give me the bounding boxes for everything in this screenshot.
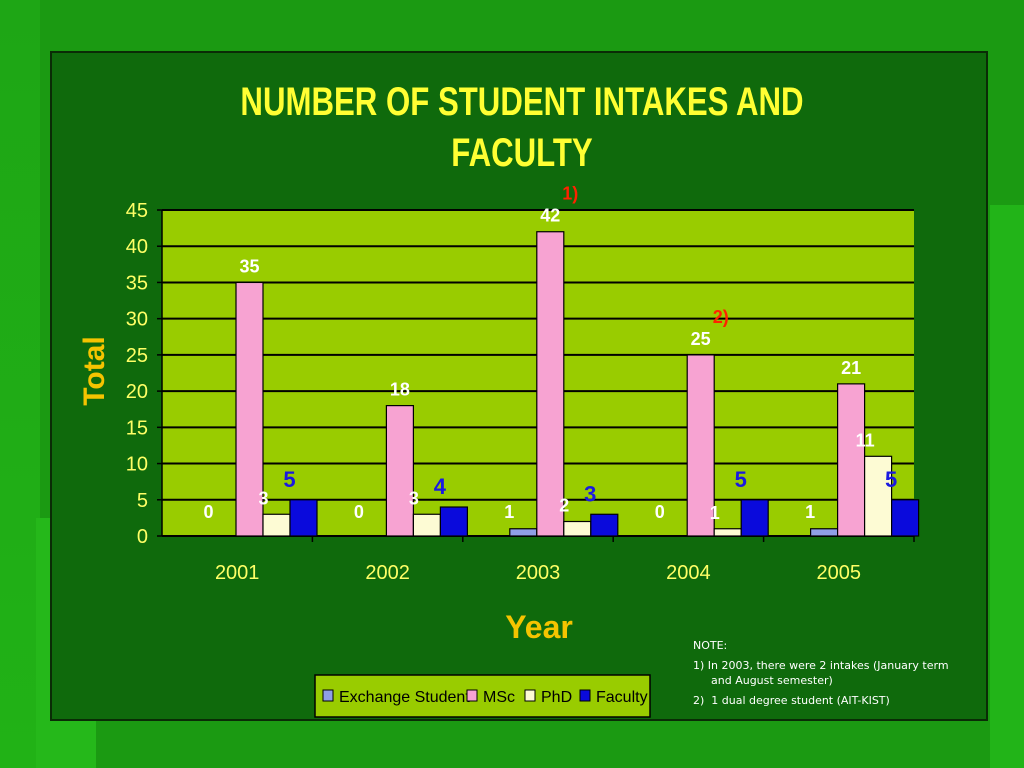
legend-label: Faculty (596, 689, 648, 706)
x-tick-label: 2005 (817, 562, 862, 584)
y-tick-label: 20 (126, 381, 148, 403)
data-label: 21 (841, 358, 861, 378)
data-label: 42 (540, 206, 560, 226)
y-tick-label: 10 (126, 454, 148, 476)
note-item: 2) 1 dual degree student (AIT-KIST) (693, 694, 890, 707)
legend-swatch (466, 689, 478, 702)
bar-faculty (740, 499, 769, 537)
bar-phd (412, 513, 441, 537)
chart-title: NUMBER OF STUDENT INTAKES AND (240, 79, 803, 124)
x-axis-title: Year (505, 609, 573, 645)
x-tick-label: 2002 (365, 562, 410, 584)
legend-swatch (322, 689, 334, 702)
background-stripe (0, 0, 40, 768)
legend-label: MSc (483, 689, 515, 706)
data-label: 4 (434, 474, 447, 499)
background-block (990, 205, 1024, 768)
data-label: 0 (203, 502, 213, 522)
chart-title: FACULTY (451, 130, 593, 175)
y-tick-label: 35 (126, 272, 148, 294)
data-label: 5 (885, 467, 897, 492)
y-tick-label: 5 (137, 490, 148, 512)
bar-faculty (890, 499, 920, 537)
data-label: 1 (710, 503, 720, 523)
data-label: 1 (805, 502, 815, 522)
data-label: 3 (258, 488, 268, 508)
legend-label: Exchange Student (339, 689, 470, 706)
y-tick-label: 15 (126, 417, 148, 439)
bar-msc (536, 231, 565, 537)
bar-phd (713, 528, 742, 537)
data-label: 35 (239, 256, 259, 276)
legend-label: PhD (541, 689, 572, 706)
legend-swatch (524, 689, 536, 702)
data-label: 1 (504, 502, 514, 522)
data-label: 25 (691, 329, 711, 349)
bar-phd (563, 520, 592, 537)
note-heading: NOTE: (693, 639, 728, 652)
legend-swatch (579, 689, 591, 702)
bar-faculty (439, 506, 468, 537)
y-tick-label: 0 (137, 526, 148, 548)
note-box: NOTE: 1) In 2003, there were 2 intakes (… (693, 638, 983, 708)
bar-exchange-student (809, 528, 839, 537)
x-tick-label: 2004 (666, 562, 711, 584)
y-tick-label: 45 (126, 200, 148, 222)
bar-faculty (590, 513, 619, 537)
y-axis-title: Total (78, 336, 111, 405)
data-label: 3 (409, 488, 419, 508)
bar-exchange-student (509, 528, 538, 537)
note-item-continuation: and August semester) (711, 674, 833, 687)
data-label: 0 (354, 502, 364, 522)
data-label: 2 (559, 496, 569, 516)
footnote-marker: 1) (562, 184, 578, 204)
bar-faculty (289, 499, 318, 537)
data-label: 18 (390, 380, 410, 400)
bar-msc (686, 354, 715, 537)
bar-phd (863, 455, 893, 537)
y-tick-label: 30 (126, 309, 148, 331)
bar-msc (385, 405, 414, 537)
x-tick-label: 2001 (215, 562, 260, 584)
x-tick-label: 2003 (516, 562, 561, 584)
y-tick-label: 40 (126, 236, 148, 258)
bar-phd (262, 513, 291, 537)
data-label: 5 (735, 467, 747, 492)
legend-box (314, 674, 651, 718)
y-tick-label: 25 (126, 345, 148, 367)
note-item: 1) In 2003, there were 2 intakes (Januar… (693, 659, 949, 672)
data-label: 5 (283, 467, 295, 492)
data-label: 11 (856, 430, 875, 450)
bar-msc (235, 281, 264, 537)
data-label: 3 (584, 481, 596, 506)
footnote-marker: 2) (713, 307, 729, 327)
data-label: 0 (655, 502, 665, 522)
bar-msc (836, 383, 866, 537)
